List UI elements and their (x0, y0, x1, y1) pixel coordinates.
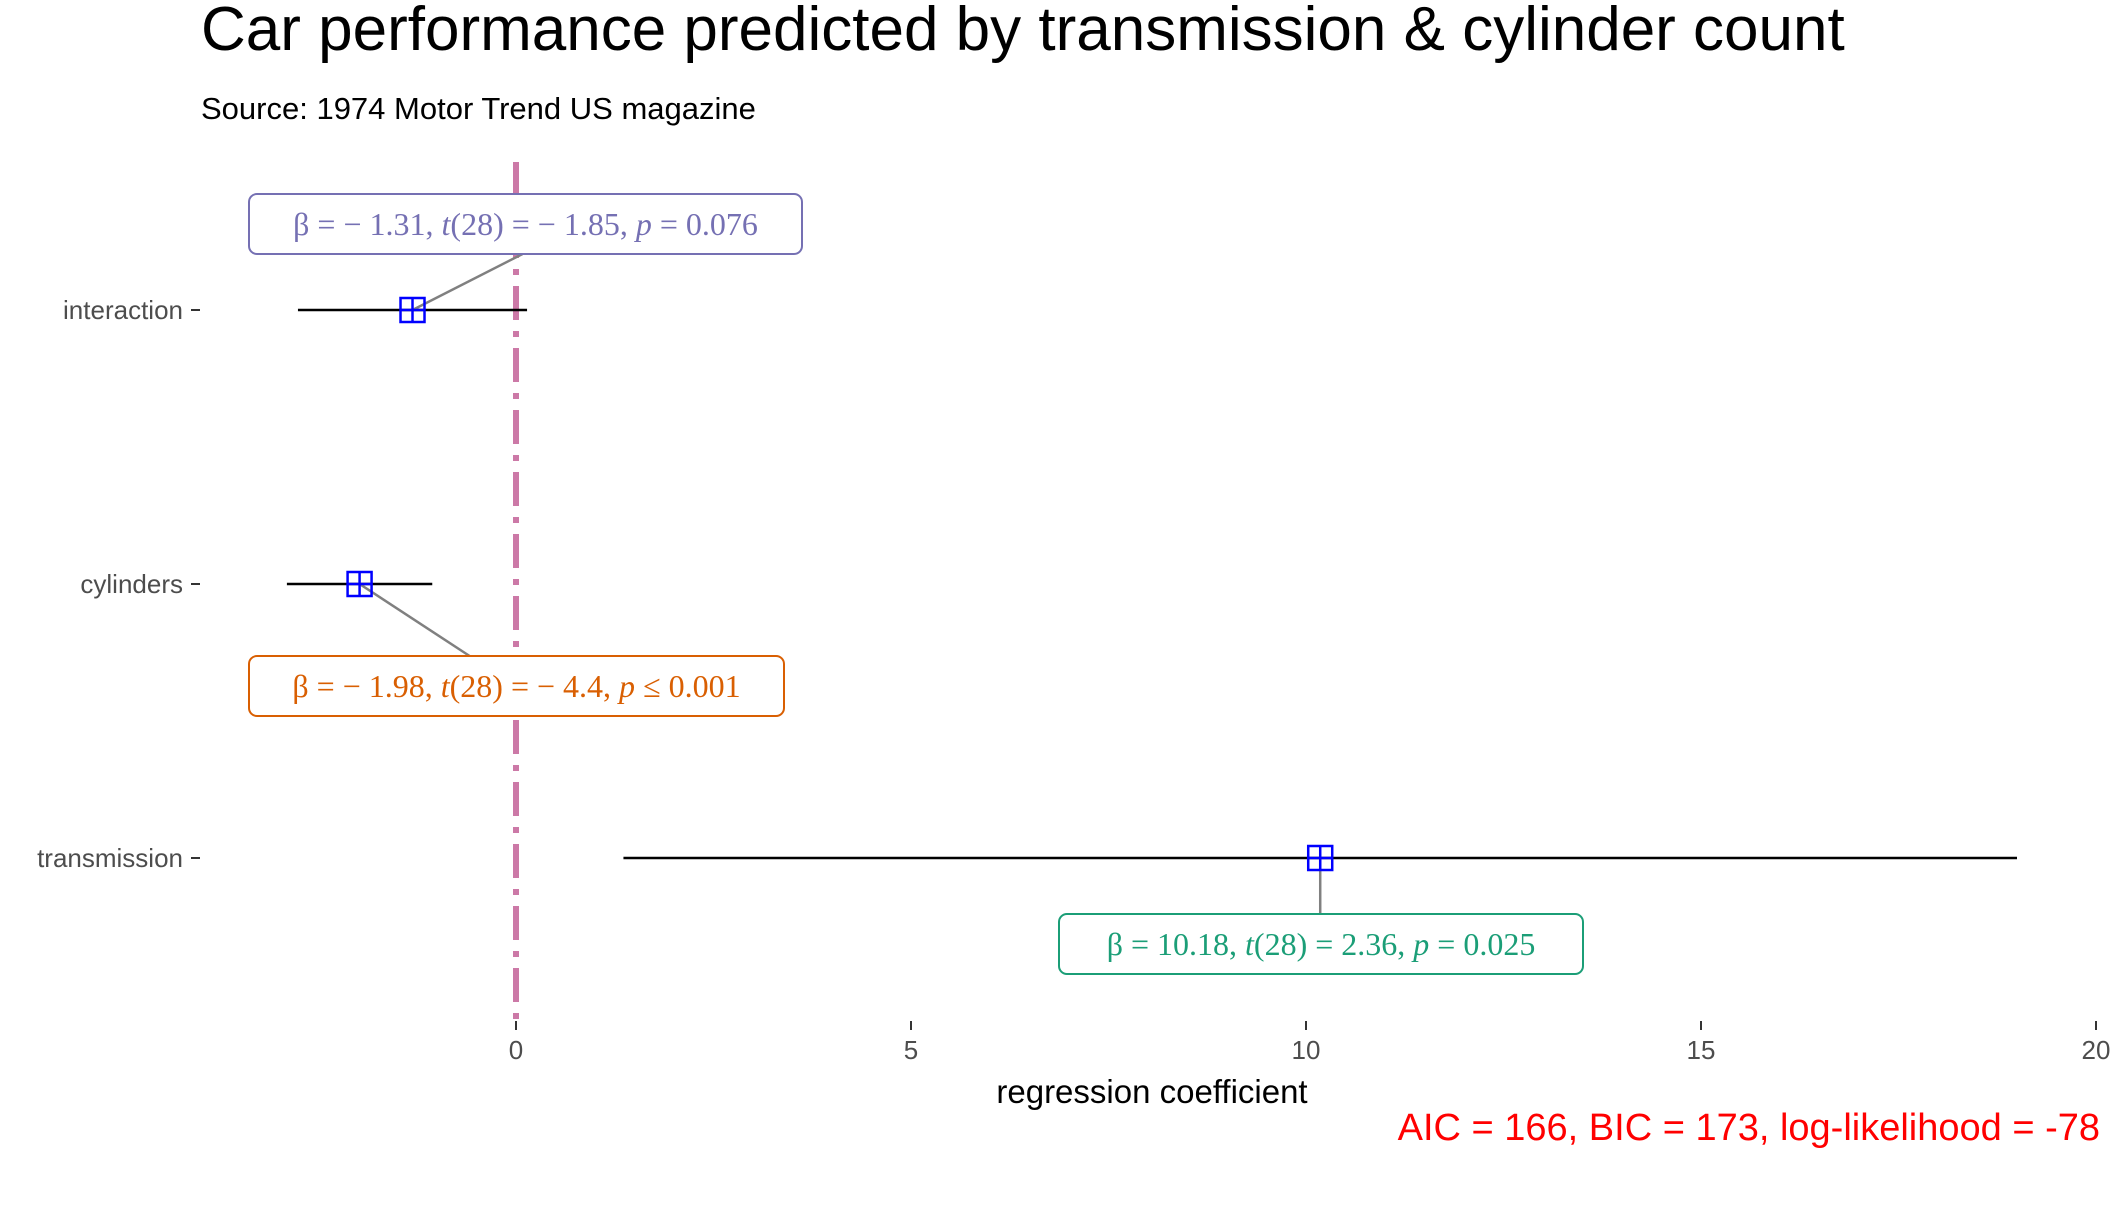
x-tick-label: 20 (2082, 1035, 2111, 1065)
stat-label: β = − 1.31, t(28) = − 1.85, p = 0.076 (293, 206, 758, 242)
stat-label-box (1058, 913, 1584, 975)
term-row-cylinders: cylinders β = − 1.98, t(28) = − 4.4, p ≤ … (80, 569, 785, 717)
term-row-transmission: transmission β = 10.18, t(28) = 2.36, p =… (37, 843, 2017, 975)
stat-label-box (248, 655, 785, 717)
x-tick-label: 15 (1687, 1035, 1716, 1065)
term-row-interaction: interaction β = − 1.31, t(28) = − 1.85, p… (63, 193, 803, 325)
x-axis-title: regression coefficient (996, 1073, 1307, 1110)
model-fit-caption: AIC = 166, BIC = 173, log-likelihood = -… (1398, 1107, 2100, 1149)
label-leader-line (411, 252, 524, 312)
label-leader-line (358, 582, 471, 658)
stat-label: β = 10.18, t(28) = 2.36, p = 0.025 (1107, 926, 1536, 962)
x-tick-label: 10 (1292, 1035, 1321, 1065)
y-tick-label: interaction (63, 295, 183, 325)
chart-subtitle: Source: 1974 Motor Trend US magazine (201, 91, 756, 126)
chart-title: Car performance predicted by transmissio… (201, 0, 1845, 64)
x-tick-label: 5 (904, 1035, 918, 1065)
y-tick-label: transmission (37, 843, 183, 873)
x-axis: 0 5 10 15 20 (509, 1021, 2111, 1065)
stat-label: β = − 1.98, t(28) = − 4.4, p ≤ 0.001 (292, 668, 740, 704)
y-tick-label: cylinders (80, 569, 183, 599)
stat-label-box (248, 193, 803, 255)
plot-marks: interaction β = − 1.31, t(28) = − 1.85, p… (37, 193, 2017, 975)
x-tick-label: 0 (509, 1035, 523, 1065)
